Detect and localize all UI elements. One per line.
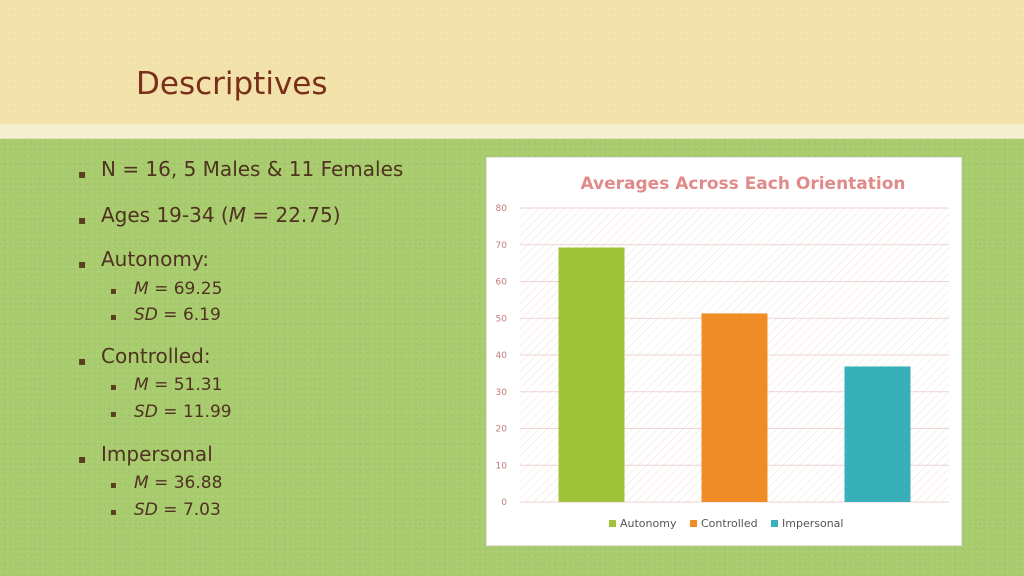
legend-swatch bbox=[771, 520, 778, 527]
chart-title: Averages Across Each Orientation bbox=[580, 174, 905, 194]
y-tick-label: 10 bbox=[496, 461, 508, 471]
bullet-marker-icon: ▪ bbox=[78, 167, 87, 181]
slide-title: Descriptives bbox=[136, 66, 328, 102]
bar-autonomy bbox=[558, 247, 625, 502]
y-tick-label: 50 bbox=[496, 314, 508, 324]
title-band-edge bbox=[0, 124, 1024, 139]
legend-swatch bbox=[690, 520, 697, 527]
bullet-marker-icon: ▪ bbox=[78, 452, 87, 466]
y-tick-label: 80 bbox=[496, 204, 508, 214]
legend-label: Impersonal bbox=[782, 517, 843, 530]
bar-impersonal bbox=[844, 366, 911, 502]
bullet-marker-icon: ▪ bbox=[110, 409, 117, 420]
bullet-marker-icon: ▪ bbox=[78, 213, 87, 227]
bullet-marker-icon: ▪ bbox=[78, 257, 87, 271]
legend-label: Autonomy bbox=[620, 517, 677, 530]
y-tick-label: 20 bbox=[496, 425, 508, 435]
legend-swatch bbox=[609, 520, 616, 527]
y-tick-label: 30 bbox=[496, 388, 508, 398]
bullet-marker-icon: ▪ bbox=[78, 354, 87, 368]
legend-label: Controlled bbox=[701, 517, 758, 530]
title-band bbox=[0, 0, 1024, 126]
y-tick-label: 70 bbox=[496, 241, 508, 251]
bullet-marker-icon: ▪ bbox=[110, 507, 117, 518]
bullet-marker-icon: ▪ bbox=[110, 480, 117, 491]
y-tick-label: 40 bbox=[496, 351, 508, 361]
y-tick-label: 60 bbox=[496, 278, 508, 288]
bullet-marker-icon: ▪ bbox=[110, 382, 117, 393]
bar-controlled bbox=[701, 313, 768, 502]
bullet-marker-icon: ▪ bbox=[110, 312, 117, 323]
bar-chart: Averages Across Each Orientation 0 10 20 30 4… bbox=[486, 157, 962, 546]
y-tick-label: 0 bbox=[501, 498, 507, 508]
bullet-marker-icon: ▪ bbox=[110, 286, 117, 297]
